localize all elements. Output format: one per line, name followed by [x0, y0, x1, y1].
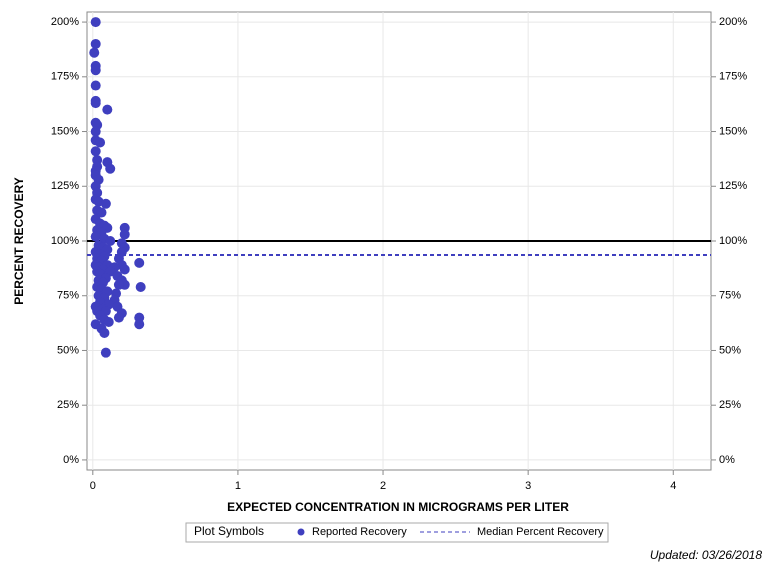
footer: Updated: 03/26/2018 — [650, 548, 762, 562]
y-tick-label: 75% — [57, 290, 79, 302]
point — [96, 207, 107, 218]
point — [113, 279, 124, 290]
point — [90, 231, 101, 242]
x-tick-label: 0 — [90, 480, 96, 492]
y2-tick-label: 75% — [719, 290, 741, 302]
legend-title: Plot Symbols — [194, 524, 264, 538]
point — [90, 65, 101, 76]
point — [119, 264, 130, 275]
point — [90, 146, 101, 157]
x-tick-label: 4 — [670, 480, 676, 492]
x-tick-label: 2 — [380, 480, 386, 492]
point — [90, 38, 101, 49]
point — [134, 257, 145, 268]
point — [100, 198, 111, 209]
y-tick-label: 200% — [51, 16, 79, 28]
point — [113, 312, 124, 323]
y-tick-label: 0% — [63, 454, 79, 466]
y-tick-label: 50% — [57, 344, 79, 356]
legend-label: Median Percent Recovery — [477, 526, 604, 538]
point — [102, 104, 113, 115]
point — [90, 126, 101, 137]
y-axis-title: PERCENT RECOVERY — [12, 177, 26, 305]
point — [135, 281, 146, 292]
point — [99, 327, 110, 338]
legend-box — [185, 522, 609, 543]
point — [105, 236, 116, 246]
point — [90, 80, 101, 91]
point — [100, 347, 111, 358]
point — [90, 98, 101, 109]
y2-tick-label: 50% — [719, 344, 741, 356]
y2-tick-label: 175% — [719, 71, 747, 83]
x-axis-title: EXPECTED CONCENTRATION IN MICROGRAMS PER… — [227, 500, 569, 514]
y-tick-label: 25% — [57, 399, 79, 411]
y2-tick-label: 0% — [719, 454, 735, 466]
y-tick-label: 150% — [51, 125, 79, 137]
legend-label: Reported Recovery — [312, 526, 407, 538]
x-tick-label: 1 — [235, 480, 241, 492]
y2-tick-label: 25% — [719, 399, 741, 411]
y2-tick-label: 125% — [719, 180, 747, 192]
y-tick-label: 125% — [51, 180, 79, 192]
x-tick-label: 3 — [525, 480, 531, 492]
legend-symbol — [297, 528, 305, 536]
point — [134, 319, 145, 330]
point — [103, 317, 114, 328]
y2-tick-label: 150% — [719, 125, 747, 137]
point — [89, 47, 100, 58]
y-tick-label: 100% — [51, 235, 79, 247]
point — [90, 17, 101, 28]
point — [95, 137, 106, 148]
point — [119, 229, 130, 240]
y2-tick-label: 100% — [719, 235, 747, 247]
point — [105, 163, 116, 174]
y2-tick-label: 200% — [719, 16, 747, 28]
y-tick-label: 175% — [51, 71, 79, 83]
